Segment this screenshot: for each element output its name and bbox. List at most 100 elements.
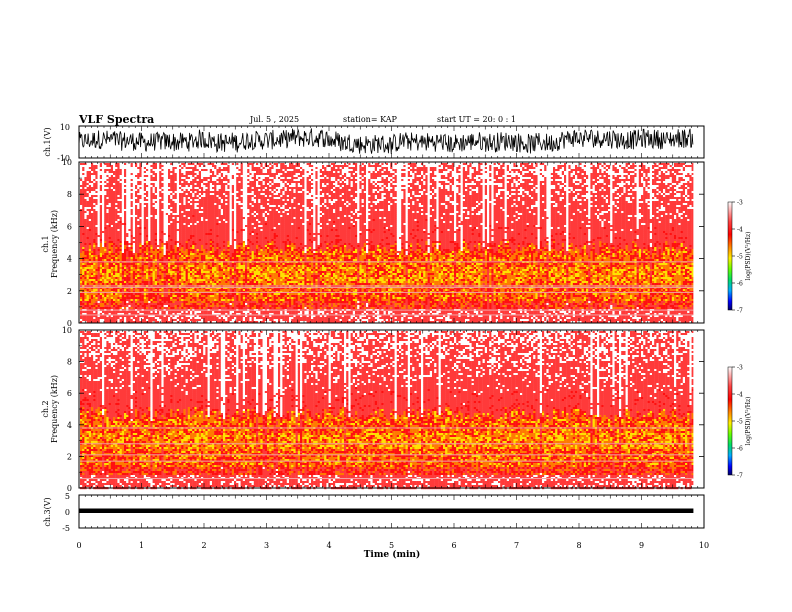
spectrogram-cell <box>128 303 130 305</box>
spectrogram-cell <box>172 245 174 247</box>
spectrogram-cell <box>93 243 95 245</box>
spectrogram-cell <box>133 177 135 179</box>
spectrogram-cell <box>142 265 144 267</box>
spectrogram-cell <box>117 213 119 215</box>
spectrogram-cell <box>106 209 108 211</box>
spectrogram-cell <box>131 175 133 177</box>
spectrogram-cell <box>91 175 93 177</box>
spectrogram-cell <box>166 201 168 203</box>
spectrogram-cell <box>142 305 144 307</box>
spectrogram-cell <box>128 181 130 183</box>
spectrogram-cell <box>122 191 124 193</box>
spectrogram-cell <box>168 273 170 275</box>
spectrogram-cell <box>115 221 117 223</box>
spectrogram-cell <box>166 167 168 169</box>
spectrogram-cell <box>135 273 137 275</box>
spectrogram-cell <box>84 237 86 239</box>
spectrogram-cell <box>153 189 155 191</box>
spectrogram-cell <box>120 183 122 185</box>
spectrogram-cell <box>153 297 155 299</box>
spectrogram-cell <box>102 265 104 267</box>
spectrogram-cell <box>104 207 106 209</box>
spectrogram-cell <box>104 235 106 237</box>
spectrogram-cell <box>144 169 146 171</box>
spectrogram-cell <box>111 169 113 171</box>
spectrogram-cell <box>87 195 89 197</box>
spectrogram-cell <box>91 311 93 313</box>
spectrogram-cell <box>84 197 86 199</box>
spectrogram-cell <box>84 195 86 197</box>
ch1-spectrogram-panel: 0246810 ch.1 Frequency (kHz) -3-4-5-6-7 … <box>41 158 752 328</box>
spectrogram-cell <box>111 283 113 285</box>
spectrogram-cell <box>115 185 117 187</box>
spectrogram-cell <box>113 209 115 211</box>
spectrogram-cell <box>100 239 102 241</box>
spectrogram-cell <box>142 233 144 235</box>
spectrogram-cell <box>168 193 170 195</box>
spectrogram-cell <box>98 235 100 237</box>
spectrogram-cell <box>104 179 106 181</box>
spectrogram-cell <box>120 213 122 215</box>
spectrogram-cell <box>139 271 141 273</box>
spectrogram-cell <box>84 239 86 241</box>
spectrogram-cell <box>115 229 117 231</box>
spectrogram-cell <box>124 195 126 197</box>
spectrogram-cell <box>104 259 106 261</box>
spectrogram-cell <box>164 279 166 281</box>
spectrogram-cell <box>159 223 161 225</box>
spectrogram-cell <box>126 199 128 201</box>
spectrogram-cell <box>117 201 119 203</box>
spectrogram-cell <box>98 169 100 171</box>
spectrogram-cell <box>82 215 84 217</box>
spectrogram-cell <box>124 311 126 313</box>
spectrogram-cell <box>144 195 146 197</box>
spectrogram-cell <box>139 227 141 229</box>
spectrogram-cell <box>146 189 148 191</box>
spectrogram-cell <box>148 289 150 291</box>
spectrogram-cell <box>122 245 124 247</box>
spectrogram-cell <box>133 189 135 191</box>
spectrogram-cell <box>126 273 128 275</box>
spectrogram-cell <box>146 293 148 295</box>
spectrogram-cell <box>87 211 89 213</box>
spectrogram-cell <box>87 265 89 267</box>
spectrogram-cell <box>80 213 82 215</box>
spectrogram-cell <box>100 253 102 255</box>
spectrogram-cell <box>144 289 146 291</box>
spectrogram-cell <box>120 231 122 233</box>
spectrogram-cell <box>137 217 139 219</box>
spectrogram-cell <box>124 217 126 219</box>
spectrogram-cell <box>104 217 106 219</box>
spectrogram-cell <box>144 187 146 189</box>
spectrogram-cell <box>82 229 84 231</box>
spectrogram-cell <box>106 289 108 291</box>
spectrogram-cell <box>164 269 166 271</box>
spectrogram-cell <box>164 241 166 243</box>
spectrogram-cell <box>155 171 157 173</box>
spectrogram-cell <box>109 267 111 269</box>
spectrogram-cell <box>144 217 146 219</box>
spectrogram-cell <box>82 197 84 199</box>
spectrogram-cell <box>172 179 174 181</box>
spectrogram-cell <box>164 311 166 313</box>
spectrogram-cell <box>159 271 161 273</box>
spectrogram-cell <box>80 169 82 171</box>
spectrogram-cell <box>146 229 148 231</box>
spectrogram-cell <box>170 237 172 239</box>
spectrogram-cell <box>80 277 82 279</box>
spectrogram-cell <box>139 245 141 247</box>
spectrogram-cell <box>124 169 126 171</box>
spectrogram-cell <box>120 221 122 223</box>
spectrogram-cell <box>166 275 168 277</box>
spectrogram-cell <box>170 201 172 203</box>
spectrogram-cell <box>131 163 133 165</box>
spectrogram-cell <box>122 273 124 275</box>
spectrogram-cell <box>131 303 133 305</box>
spectrogram-cell <box>137 219 139 221</box>
spectrogram-cell <box>166 163 168 165</box>
spectrogram-cell <box>122 241 124 243</box>
spectrogram-cell <box>164 221 166 223</box>
spectrogram-cell <box>161 275 163 277</box>
spectrogram-cell <box>102 249 104 251</box>
spectrogram-cell <box>175 167 177 169</box>
